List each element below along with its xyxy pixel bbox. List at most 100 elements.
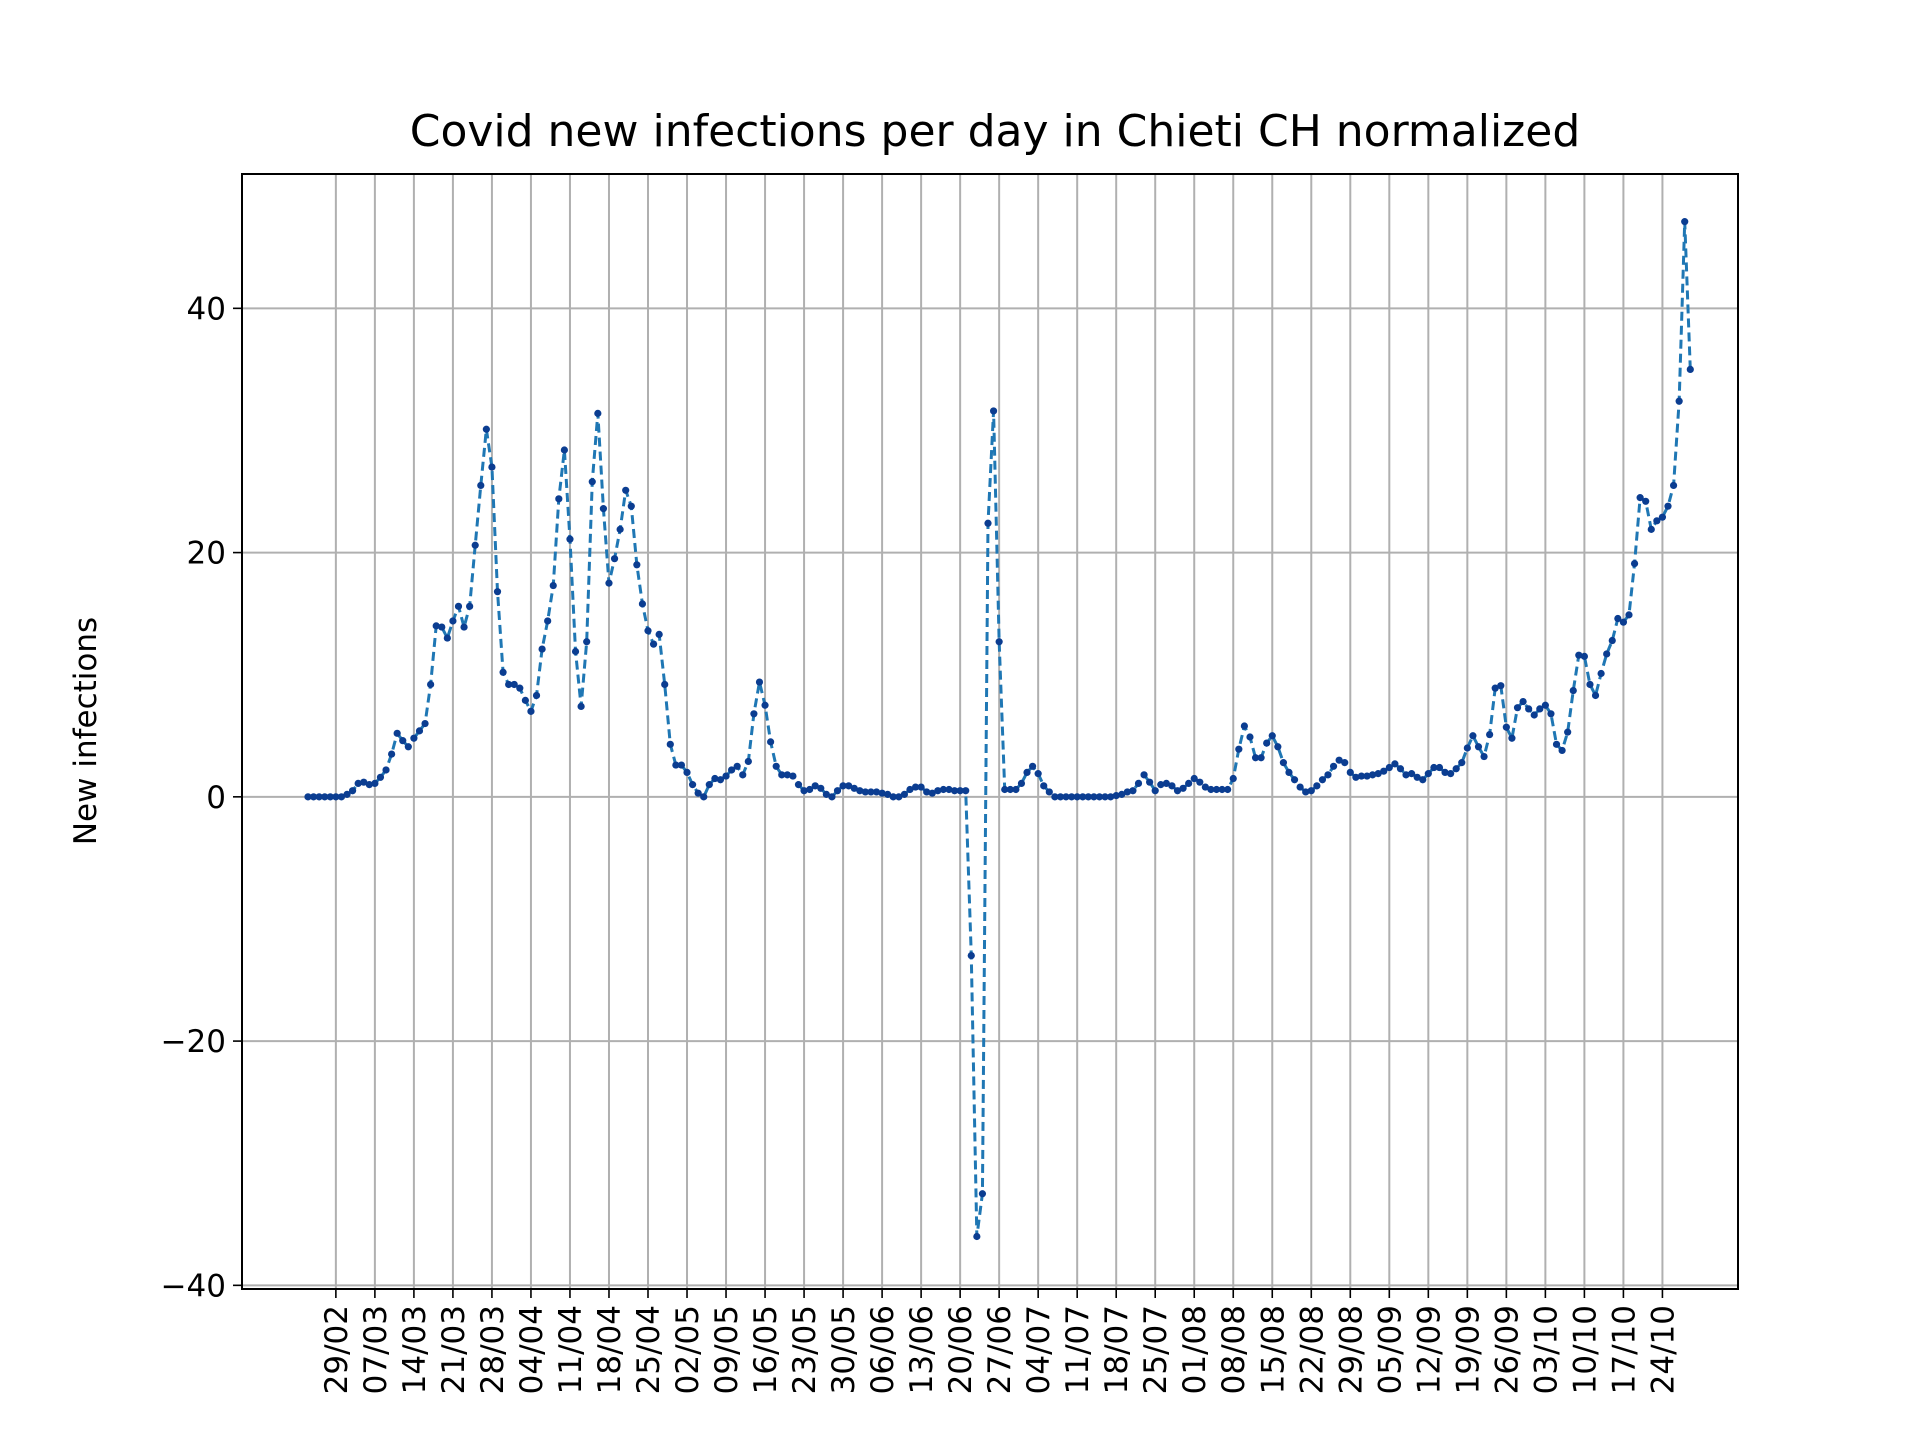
data-point xyxy=(1368,771,1377,779)
data-point xyxy=(393,729,401,737)
data-point xyxy=(878,789,886,797)
data-point xyxy=(984,519,992,527)
data-point xyxy=(588,478,596,486)
data-point xyxy=(900,790,908,798)
y-tick-label: −40 xyxy=(161,1268,226,1304)
data-point xyxy=(1686,365,1694,373)
x-tick-label: 11/04 xyxy=(553,1305,589,1394)
data-point xyxy=(761,701,769,709)
data-point xyxy=(610,555,619,563)
data-point xyxy=(404,743,412,751)
data-point xyxy=(1146,778,1154,786)
data-point xyxy=(739,771,747,779)
data-point xyxy=(1452,765,1460,773)
data-point xyxy=(1519,697,1527,706)
data-point xyxy=(1391,760,1399,768)
data-point xyxy=(1190,774,1198,783)
data-point xyxy=(989,407,998,415)
data-point xyxy=(1212,785,1221,794)
data-point xyxy=(577,702,585,711)
data-point xyxy=(1619,618,1628,626)
data-point xyxy=(471,541,479,549)
data-point xyxy=(1335,756,1343,764)
data-point xyxy=(1185,779,1193,788)
data-point xyxy=(315,793,323,801)
data-point xyxy=(1675,397,1683,405)
data-point xyxy=(911,783,920,791)
x-tick-label: 30/05 xyxy=(826,1305,862,1394)
data-point xyxy=(1168,782,1176,790)
data-point xyxy=(995,638,1003,646)
data-point xyxy=(466,602,474,610)
data-point xyxy=(850,784,858,792)
x-tick-label: 18/07 xyxy=(1099,1305,1135,1394)
data-point xyxy=(733,762,741,770)
data-point xyxy=(516,684,524,692)
data-point xyxy=(1497,682,1505,690)
data-point xyxy=(1408,770,1416,778)
data-point xyxy=(1307,787,1315,795)
data-point xyxy=(872,788,881,796)
data-point xyxy=(443,634,451,642)
x-tick-label: 28/03 xyxy=(475,1305,511,1394)
data-point xyxy=(477,481,485,490)
data-point xyxy=(794,781,803,789)
data-point xyxy=(1101,793,1109,801)
data-point xyxy=(750,710,758,718)
data-point xyxy=(1179,784,1187,792)
data-point xyxy=(655,630,663,639)
data-point xyxy=(499,668,507,676)
x-tick-label: 04/04 xyxy=(514,1305,550,1394)
data-point xyxy=(1614,614,1622,623)
data-point xyxy=(560,446,568,454)
data-point xyxy=(438,623,446,631)
data-point xyxy=(1224,785,1232,794)
data-point xyxy=(365,781,373,789)
data-point xyxy=(432,622,440,630)
data-point xyxy=(538,645,546,653)
data-point xyxy=(1608,636,1616,645)
data-point xyxy=(772,762,780,770)
data-point xyxy=(1268,732,1276,740)
y-tick-label: −20 xyxy=(161,1024,226,1060)
data-point xyxy=(789,772,797,780)
data-point xyxy=(1068,793,1076,801)
data-point xyxy=(1474,743,1483,751)
data-point xyxy=(1235,745,1243,753)
data-point xyxy=(711,774,719,783)
data-point xyxy=(1263,739,1271,747)
data-point xyxy=(1279,759,1288,767)
y-axis-label: New infections xyxy=(68,617,104,845)
data-point xyxy=(1463,744,1471,752)
data-point xyxy=(828,793,836,801)
data-point xyxy=(755,678,764,686)
data-point xyxy=(1006,785,1014,794)
data-point xyxy=(705,781,713,789)
x-tick-label: 21/03 xyxy=(436,1305,472,1394)
x-tick-label: 22/08 xyxy=(1294,1305,1330,1394)
data-point xyxy=(1669,481,1678,490)
data-point xyxy=(1028,762,1037,770)
data-point xyxy=(1062,793,1070,801)
data-point xyxy=(1040,782,1048,790)
data-point xyxy=(1073,793,1081,801)
data-point xyxy=(571,647,580,656)
data-point xyxy=(1023,768,1031,777)
data-point xyxy=(638,600,647,608)
data-point xyxy=(956,787,964,795)
data-point xyxy=(1591,691,1600,700)
data-point xyxy=(649,640,658,648)
data-point xyxy=(923,788,931,796)
x-tick-label: 03/10 xyxy=(1528,1305,1564,1394)
data-point xyxy=(822,790,830,798)
data-point xyxy=(1051,793,1059,801)
data-point xyxy=(694,789,702,797)
x-tick-label: 09/05 xyxy=(709,1305,745,1394)
data-point xyxy=(1480,752,1488,761)
data-point xyxy=(376,773,385,781)
data-point xyxy=(1257,754,1265,762)
data-point xyxy=(1251,754,1260,762)
data-point xyxy=(928,789,936,797)
data-point xyxy=(1525,705,1533,713)
x-tick-label: 29/02 xyxy=(319,1305,355,1394)
